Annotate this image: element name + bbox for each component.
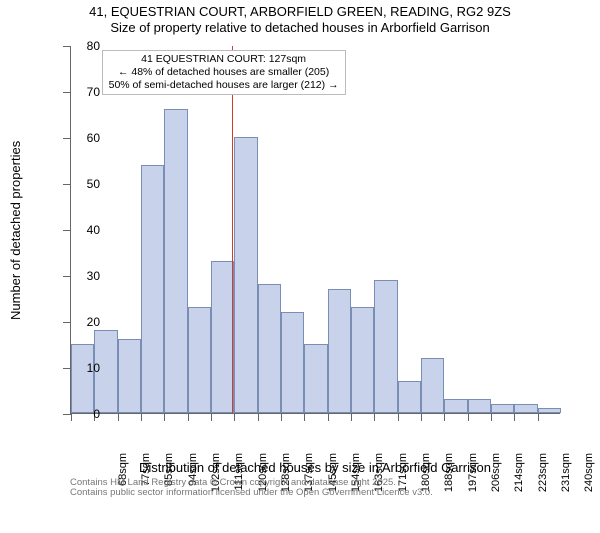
histogram-bar [281, 312, 304, 413]
histogram-bar [188, 307, 211, 413]
x-tick [258, 413, 259, 421]
y-axis-label: Number of detached properties [8, 46, 23, 414]
y-tick-label: 80 [70, 39, 100, 53]
x-tick [374, 413, 375, 421]
histogram-bar [141, 165, 164, 413]
x-tick-label: 231sqm [560, 453, 572, 533]
x-tick [421, 413, 422, 421]
x-tick [444, 413, 445, 421]
x-tick [281, 413, 282, 421]
histogram-bar [374, 280, 397, 413]
credits-line-2: Contains public sector information licen… [70, 488, 433, 498]
y-tick-label: 40 [70, 223, 100, 237]
x-tick-label: 240sqm [583, 453, 595, 533]
x-axis-label: Distribution of detached houses by size … [70, 460, 560, 475]
bars-container [71, 46, 560, 413]
x-tick [118, 413, 119, 421]
x-tick [328, 413, 329, 421]
x-tick [398, 413, 399, 421]
histogram-bar [468, 399, 491, 413]
x-tick [514, 413, 515, 421]
histogram-bar [351, 307, 374, 413]
y-tick-label: 20 [70, 315, 100, 329]
x-tick [164, 413, 165, 421]
histogram-bar [258, 284, 281, 413]
histogram-bar [328, 289, 351, 413]
chart-title-block: 41, EQUESTRIAN COURT, ARBORFIELD GREEN, … [0, 4, 600, 37]
x-tick [188, 413, 189, 421]
x-tick [141, 413, 142, 421]
histogram-bar [304, 344, 327, 413]
histogram-bar [444, 399, 467, 413]
y-tick-label: 70 [70, 85, 100, 99]
histogram-bar [538, 408, 561, 413]
histogram-bar [234, 137, 257, 413]
title-line-2: Size of property relative to detached ho… [0, 20, 600, 36]
plot-area: 41 EQUESTRIAN COURT: 127sqm ← 48% of det… [70, 46, 560, 414]
y-tick-label: 50 [70, 177, 100, 191]
x-tick [351, 413, 352, 421]
histogram-bar [118, 339, 141, 413]
x-tick [234, 413, 235, 421]
annotation-line-1: 41 EQUESTRIAN COURT: 127sqm [109, 53, 339, 66]
y-tick-label: 10 [70, 361, 100, 375]
credits: Contains HM Land Registry data © Crown c… [70, 478, 433, 499]
histogram-bar [398, 381, 421, 413]
histogram-bar [491, 404, 514, 413]
histogram-bar [421, 358, 444, 413]
annotation-box: 41 EQUESTRIAN COURT: 127sqm ← 48% of det… [102, 50, 346, 95]
x-tick [491, 413, 492, 421]
x-tick [538, 413, 539, 421]
histogram-bar [514, 404, 537, 413]
histogram-bar [164, 109, 187, 413]
y-tick-label: 0 [70, 407, 100, 421]
annotation-line-3: 50% of semi-detached houses are larger (… [109, 79, 339, 92]
reference-line [232, 46, 233, 413]
title-line-1: 41, EQUESTRIAN COURT, ARBORFIELD GREEN, … [0, 4, 600, 20]
y-tick-label: 30 [70, 269, 100, 283]
histogram-bar [71, 344, 94, 413]
x-tick [468, 413, 469, 421]
y-tick-label: 60 [70, 131, 100, 145]
x-tick [304, 413, 305, 421]
x-tick [211, 413, 212, 421]
annotation-line-2: ← 48% of detached houses are smaller (20… [109, 66, 339, 79]
